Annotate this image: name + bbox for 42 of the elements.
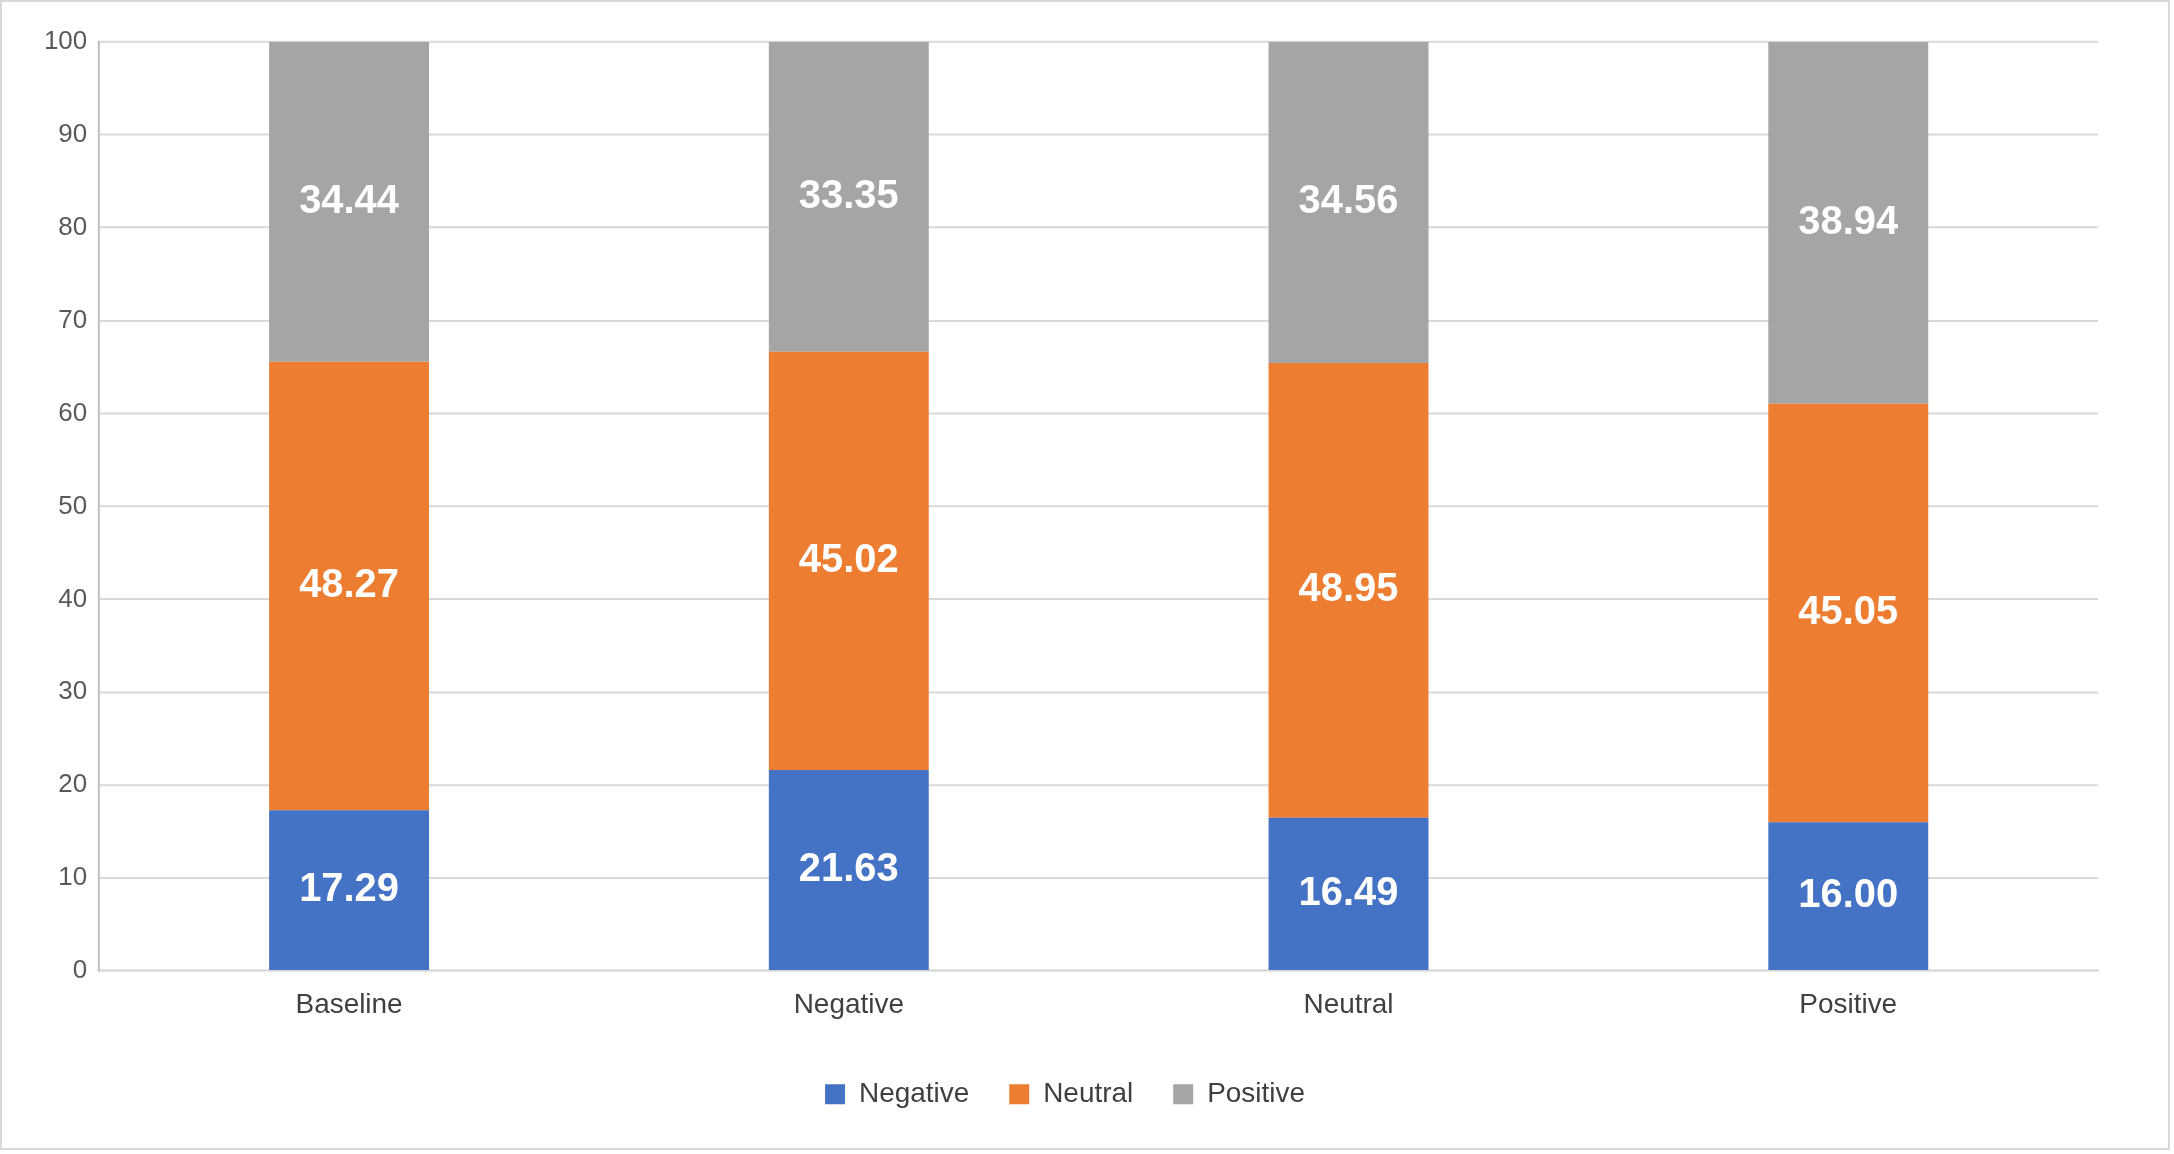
x-tick-label: Baseline xyxy=(295,988,403,1020)
y-tick-label: 70 xyxy=(58,304,88,333)
bar xyxy=(269,361,430,811)
data-label: 17.29 xyxy=(299,865,400,910)
data-label: 16.49 xyxy=(1298,868,1399,913)
y-tick-label: 60 xyxy=(58,397,88,426)
bar xyxy=(1768,403,1929,823)
x-tick-label: Neutral xyxy=(1303,988,1394,1020)
data-label: 21.63 xyxy=(798,845,899,890)
legend-label: Neutral xyxy=(1043,1076,1134,1108)
data-label: 33.35 xyxy=(798,171,899,216)
bar xyxy=(768,351,929,771)
y-tick-label: 40 xyxy=(58,583,88,612)
bar xyxy=(1268,362,1429,818)
data-label: 34.56 xyxy=(1298,177,1399,222)
legend-label: Negative xyxy=(859,1076,970,1108)
bar xyxy=(269,810,430,971)
bar xyxy=(768,41,929,352)
y-tick-label: 20 xyxy=(58,769,88,798)
y-tick-label: 0 xyxy=(72,955,88,984)
x-tick-label: Positive xyxy=(1799,988,1898,1020)
y-tick-label: 100 xyxy=(43,26,88,54)
y-tick-label: 80 xyxy=(58,211,88,240)
data-label: 38.94 xyxy=(1798,197,1899,242)
bar xyxy=(768,770,929,971)
data-label: 45.02 xyxy=(798,535,899,580)
data-label: 45.05 xyxy=(1798,588,1899,633)
bar xyxy=(1768,822,1929,971)
bar xyxy=(1268,41,1429,363)
x-tick-label: Negative xyxy=(793,988,904,1020)
y-tick-label: 10 xyxy=(58,862,88,891)
y-tick-label: 30 xyxy=(58,676,88,705)
data-label: 48.27 xyxy=(299,561,400,606)
y-tick-label: 90 xyxy=(58,118,88,147)
data-label: 48.95 xyxy=(1298,565,1399,610)
bar xyxy=(1268,817,1429,971)
data-label: 34.44 xyxy=(299,176,400,221)
bar xyxy=(1768,41,1929,404)
data-label: 16.00 xyxy=(1798,871,1899,916)
bar xyxy=(269,41,430,362)
legend-label: Positive xyxy=(1207,1076,1305,1108)
y-tick-label: 50 xyxy=(58,490,88,519)
